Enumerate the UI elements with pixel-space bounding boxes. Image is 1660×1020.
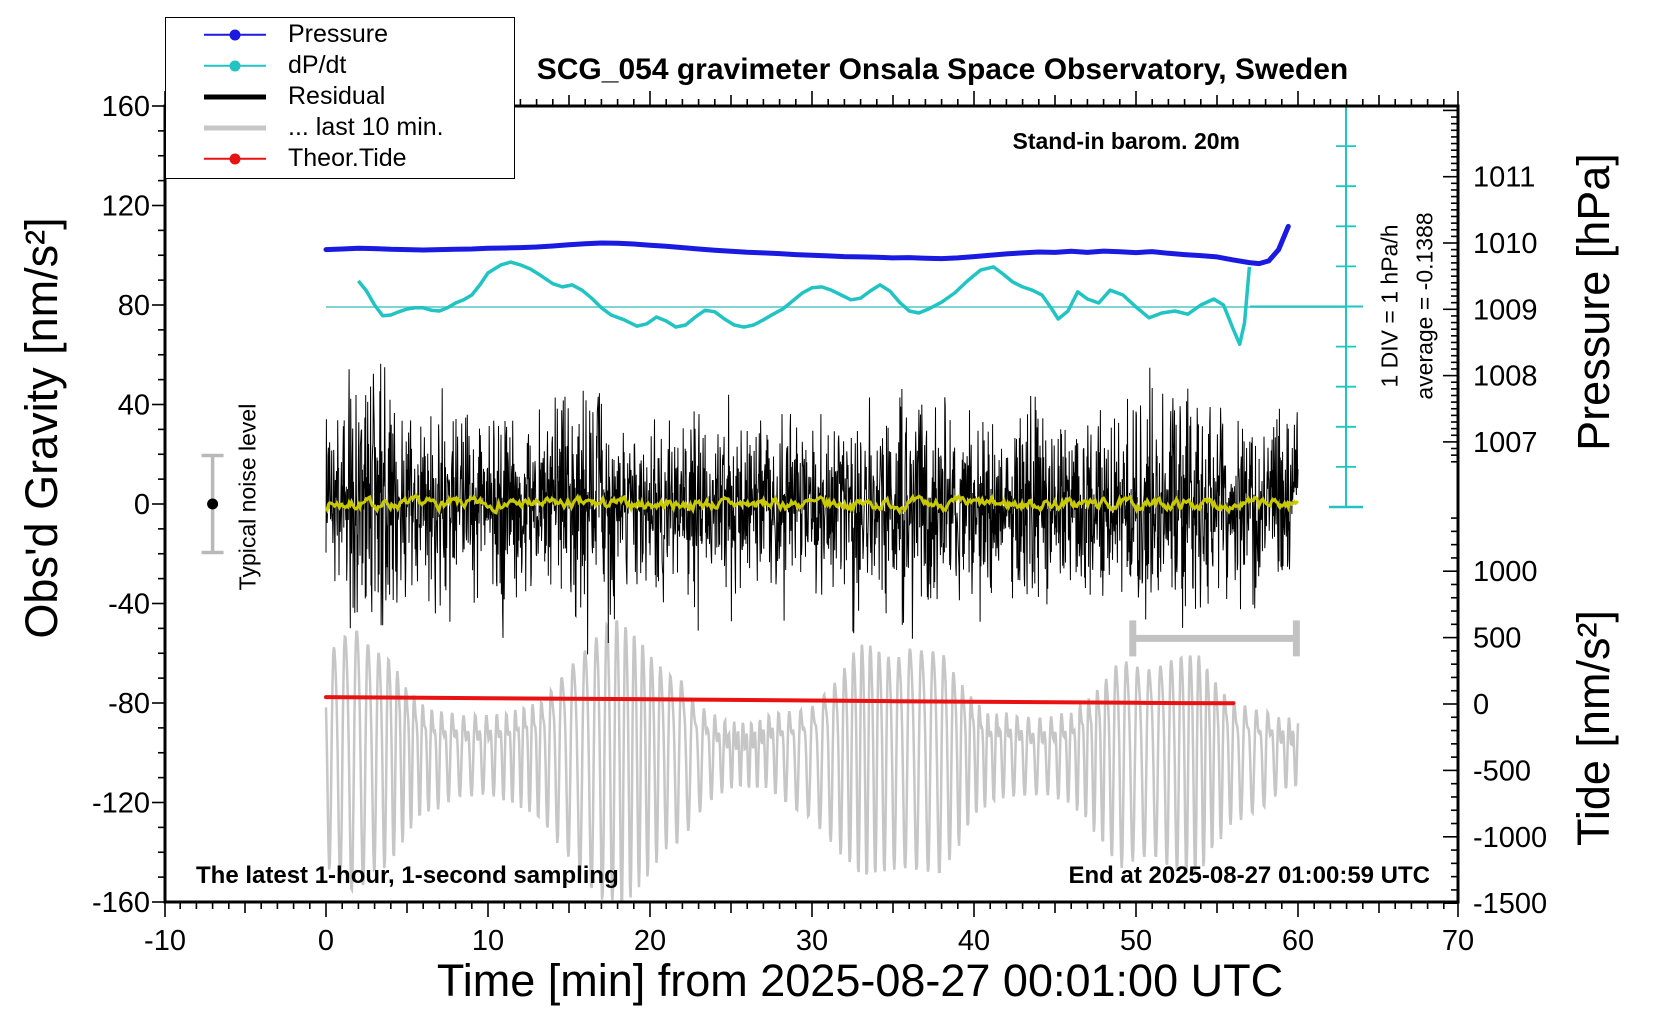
- tide-axis-ticks: 1000 500 0 -500 -1000 -1500: [1443, 517, 1547, 920]
- tide-tick-label: 1000: [1473, 556, 1538, 588]
- x-tick-label: 40: [958, 925, 990, 957]
- dpdt-scale-note: 1 DIV = 1 hPa/h: [1376, 224, 1403, 388]
- theor-tide-curve: [324, 695, 1236, 706]
- pressure-tick-label: 1007: [1473, 427, 1538, 459]
- gravity-axis-title: Obs'd Gravity [nm/s²]: [16, 217, 67, 639]
- gravity-tick-label: -120: [92, 788, 150, 820]
- legend-item-theor-tide: Theor.Tide: [166, 144, 514, 173]
- dpdt-average-note: average = -0.1388: [1411, 212, 1438, 400]
- x-tick-label: 70: [1442, 925, 1474, 957]
- pressure-curve: [323, 223, 1291, 267]
- data-curves: [323, 223, 1300, 902]
- x-tick-label: 30: [796, 925, 828, 957]
- dpdt-line-icon: [204, 51, 266, 80]
- gravity-tick-label: 120: [102, 191, 150, 223]
- last10-curve: [324, 620, 1300, 902]
- pressure-axis-ticks: 1011 1010 1009 1008 1007: [1443, 109, 1538, 463]
- dpdt-curve: [357, 260, 1252, 347]
- gravity-tick-label: 40: [118, 390, 150, 422]
- pressure-axis-title: Pressure [hPa]: [1568, 153, 1619, 451]
- tide-axis-title: Tide [nm/s²]: [1568, 610, 1619, 846]
- tide-tick-label: 500: [1473, 623, 1521, 655]
- gravity-tick-label: -80: [108, 688, 150, 720]
- x-tick-label: 60: [1282, 925, 1314, 957]
- tide-tick-label: 0: [1473, 689, 1489, 721]
- gravity-tick-label: 80: [118, 290, 150, 322]
- sampling-note: The latest 1-hour, 1-second sampling: [196, 862, 619, 889]
- x-tick-label: 0: [318, 925, 334, 957]
- theor-tide-line-icon: [204, 144, 266, 173]
- legend-item-residual: Residual: [166, 82, 514, 111]
- stand-in-barometer-note: Stand-in barom. 20m: [1012, 128, 1240, 154]
- pressure-line-icon: [204, 20, 266, 49]
- pressure-tick-label: 1008: [1473, 361, 1538, 393]
- end-time-note: End at 2025-08-27 01:00:59 UTC: [1068, 862, 1431, 889]
- legend-item-pressure: Pressure: [166, 20, 514, 49]
- noise-level-marker: [201, 453, 224, 555]
- legend-label: Theor.Tide: [288, 144, 407, 172]
- x-axis-title: Time [min] from 2025-08-27 00:01:00 UTC: [436, 955, 1284, 1006]
- gravity-axis-ticks: 160 120 80 40 0 -40 -80 -120 -160: [92, 91, 165, 919]
- legend-label: Residual: [288, 82, 386, 110]
- gravity-tick-label: 0: [134, 489, 150, 521]
- x-tick-label: 50: [1120, 925, 1152, 957]
- legend-label: dP/dt: [288, 51, 347, 79]
- legend-item-last10: ... last 10 min.: [166, 113, 514, 142]
- last10-window-bar: [1129, 620, 1300, 657]
- noise-level-label: Typical noise level: [234, 403, 261, 591]
- x-tick-label: 10: [472, 925, 504, 957]
- gravity-tick-label: 160: [102, 91, 150, 123]
- residual-line-icon: [204, 82, 266, 111]
- legend: Pressure dP/dt Residual ... last 10 min.…: [165, 17, 515, 179]
- legend-item-dpdt: dP/dt: [166, 51, 514, 80]
- pressure-tick-label: 1009: [1473, 294, 1538, 326]
- gravity-tick-label: -40: [108, 589, 150, 621]
- pressure-tick-label: 1011: [1473, 162, 1535, 194]
- x-tick-label: 20: [634, 925, 666, 957]
- x-tick-label: -10: [144, 925, 186, 957]
- tide-tick-label: -1500: [1473, 888, 1547, 920]
- residual-smoothed-curve: [324, 492, 1299, 516]
- last10-line-icon: [204, 113, 266, 142]
- x-axis-ticks: -10 0 10 20 30 40 50 60 70: [144, 91, 1474, 957]
- gravity-tick-label: -160: [92, 887, 150, 919]
- tide-tick-label: -500: [1473, 755, 1531, 787]
- tide-tick-label: -1000: [1473, 822, 1547, 854]
- dpdt-scale-bar: [1250, 106, 1363, 509]
- pressure-tick-label: 1010: [1473, 228, 1538, 260]
- residual-curve: [325, 363, 1299, 655]
- page-title: SCG_054 gravimeter Onsala Space Observat…: [536, 53, 1349, 86]
- legend-label: Pressure: [288, 20, 389, 48]
- legend-label: ... last 10 min.: [288, 113, 444, 141]
